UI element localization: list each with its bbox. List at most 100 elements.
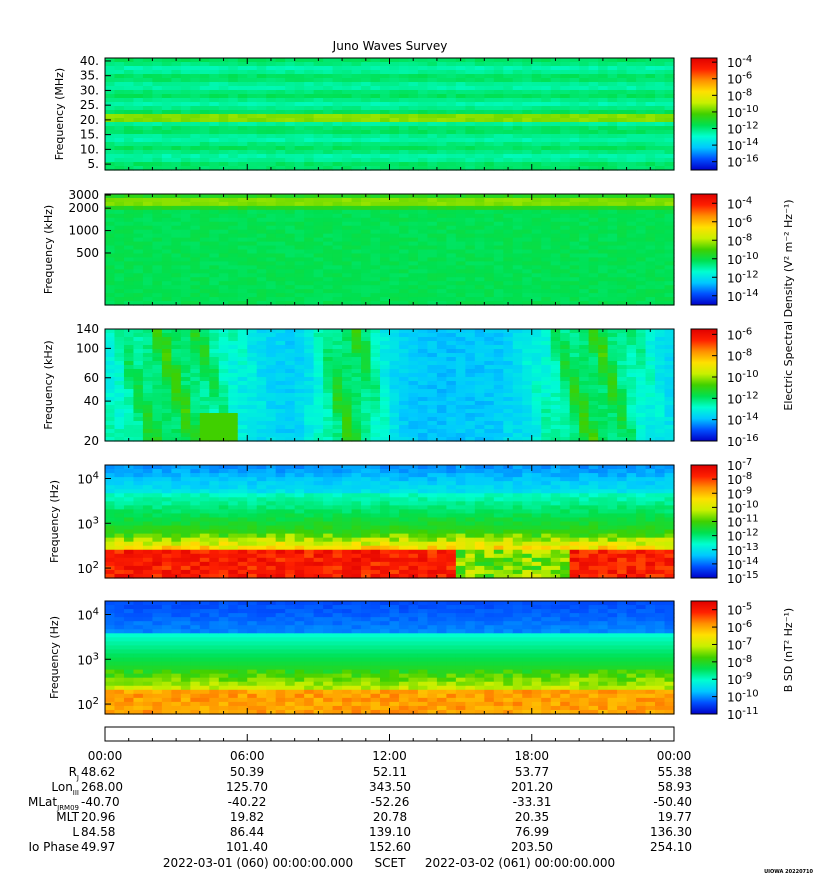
- heatmap-cell: [361, 365, 372, 370]
- heatmap-cell: [161, 397, 172, 402]
- heatmap-cell: [218, 106, 229, 111]
- heatmap-cell: [142, 369, 154, 374]
- heatmap-cell: [152, 337, 163, 342]
- heatmap-cell: [408, 142, 419, 147]
- heatmap-cell: [427, 154, 438, 159]
- heatmap-cell: [569, 241, 580, 247]
- heatmap-cell: [304, 345, 315, 350]
- heatmap-cell: [645, 225, 656, 231]
- heatmap-cell: [313, 401, 324, 406]
- heatmap-cell: [417, 158, 429, 163]
- heatmap-cell: [436, 269, 447, 274]
- heatmap-cell: [190, 78, 201, 83]
- heatmap-cell: [626, 126, 637, 131]
- heatmap-cell: [465, 98, 476, 103]
- heatmap-cell: [142, 433, 154, 438]
- heatmap-cell: [465, 357, 476, 362]
- heatmap-cell: [474, 249, 485, 255]
- heatmap-cell: [294, 90, 305, 95]
- heatmap-cell: [436, 365, 447, 370]
- heatmap-cell: [465, 78, 476, 83]
- heatmap-cell: [180, 353, 191, 358]
- heatmap-cell: [247, 86, 258, 91]
- heatmap-cell: [465, 245, 476, 251]
- heatmap-cell: [180, 74, 191, 79]
- heatmap-cell: [294, 213, 305, 219]
- heatmap-cell: [209, 126, 220, 131]
- heatmap-cell: [247, 413, 258, 418]
- heatmap-cell: [285, 337, 296, 342]
- heatmap-cell: [503, 154, 514, 159]
- heatmap-cell: [313, 381, 324, 386]
- heatmap-cell: [408, 341, 419, 346]
- heatmap-cell: [607, 58, 618, 63]
- heatmap-cell: [313, 385, 324, 390]
- heatmap-cell: [417, 373, 429, 378]
- colorbar-tick-label: 10-14: [727, 288, 759, 304]
- heatmap-cell: [474, 401, 485, 406]
- heatmap-cell: [541, 82, 552, 87]
- heatmap-cell: [228, 301, 239, 306]
- heatmap-cell: [313, 217, 324, 223]
- heatmap-cell: [351, 289, 362, 294]
- heatmap-cell: [142, 58, 154, 63]
- heatmap-cell: [152, 377, 163, 382]
- heatmap-cell: [503, 257, 514, 262]
- heatmap-cell: [266, 289, 277, 294]
- heatmap-cell: [247, 102, 258, 107]
- heatmap-cell: [218, 409, 229, 414]
- heatmap-cell: [417, 253, 429, 259]
- heatmap-cell: [380, 285, 391, 290]
- heatmap-cell: [493, 333, 504, 338]
- heatmap-cell: [180, 130, 191, 135]
- heatmap-cell: [588, 205, 599, 211]
- heatmap-cell: [209, 277, 220, 282]
- heatmap-cell: [522, 134, 533, 139]
- heatmap-cell: [560, 397, 571, 402]
- heatmap-cell: [455, 82, 466, 87]
- heatmap-cell: [190, 74, 201, 79]
- heatmap-cell: [588, 249, 599, 255]
- heatmap-cell: [294, 130, 305, 135]
- heatmap-cell: [114, 277, 125, 282]
- heatmap-cell: [588, 118, 599, 123]
- heatmap-cell: [560, 213, 571, 219]
- heatmap-cell: [380, 114, 391, 119]
- heatmap-cell: [228, 345, 239, 350]
- heatmap-cell: [247, 329, 258, 334]
- heatmap-cell: [427, 201, 438, 207]
- heatmap-cell: [512, 425, 523, 430]
- heatmap-cell: [180, 397, 191, 402]
- heatmap-cell: [256, 277, 267, 282]
- heatmap-cell: [398, 253, 410, 259]
- heatmap-cell: [655, 78, 666, 83]
- heatmap-cell: [323, 229, 334, 235]
- heatmap-cell: [180, 154, 191, 159]
- heatmap-cell: [560, 110, 571, 115]
- heatmap-cell: [228, 213, 239, 219]
- heatmap-cell: [598, 118, 609, 123]
- heatmap-cell: [560, 333, 571, 338]
- heatmap-cell: [607, 78, 618, 83]
- heatmap-cell: [512, 397, 523, 402]
- heatmap-cell: [209, 213, 220, 219]
- heatmap-cell: [598, 82, 609, 87]
- heatmap-cell: [370, 138, 381, 143]
- heatmap-cell: [389, 98, 400, 103]
- heatmap-cell: [304, 277, 315, 282]
- heatmap-cell: [398, 329, 410, 334]
- heatmap-cell: [142, 281, 154, 286]
- heatmap-cell: [266, 90, 277, 95]
- heatmap-cell: [209, 249, 220, 255]
- heatmap-cell: [474, 289, 485, 294]
- heatmap-cell: [408, 150, 419, 155]
- heatmap-cell: [493, 217, 504, 223]
- heatmap-cell: [588, 221, 599, 227]
- heatmap-cell: [455, 197, 466, 203]
- heatmap-cell: [398, 194, 410, 199]
- heatmap-cell: [133, 162, 144, 167]
- heatmap-cell: [152, 329, 163, 334]
- heatmap-cell: [361, 62, 372, 67]
- heatmap-cell: [380, 337, 391, 342]
- heatmap-cell: [465, 166, 476, 171]
